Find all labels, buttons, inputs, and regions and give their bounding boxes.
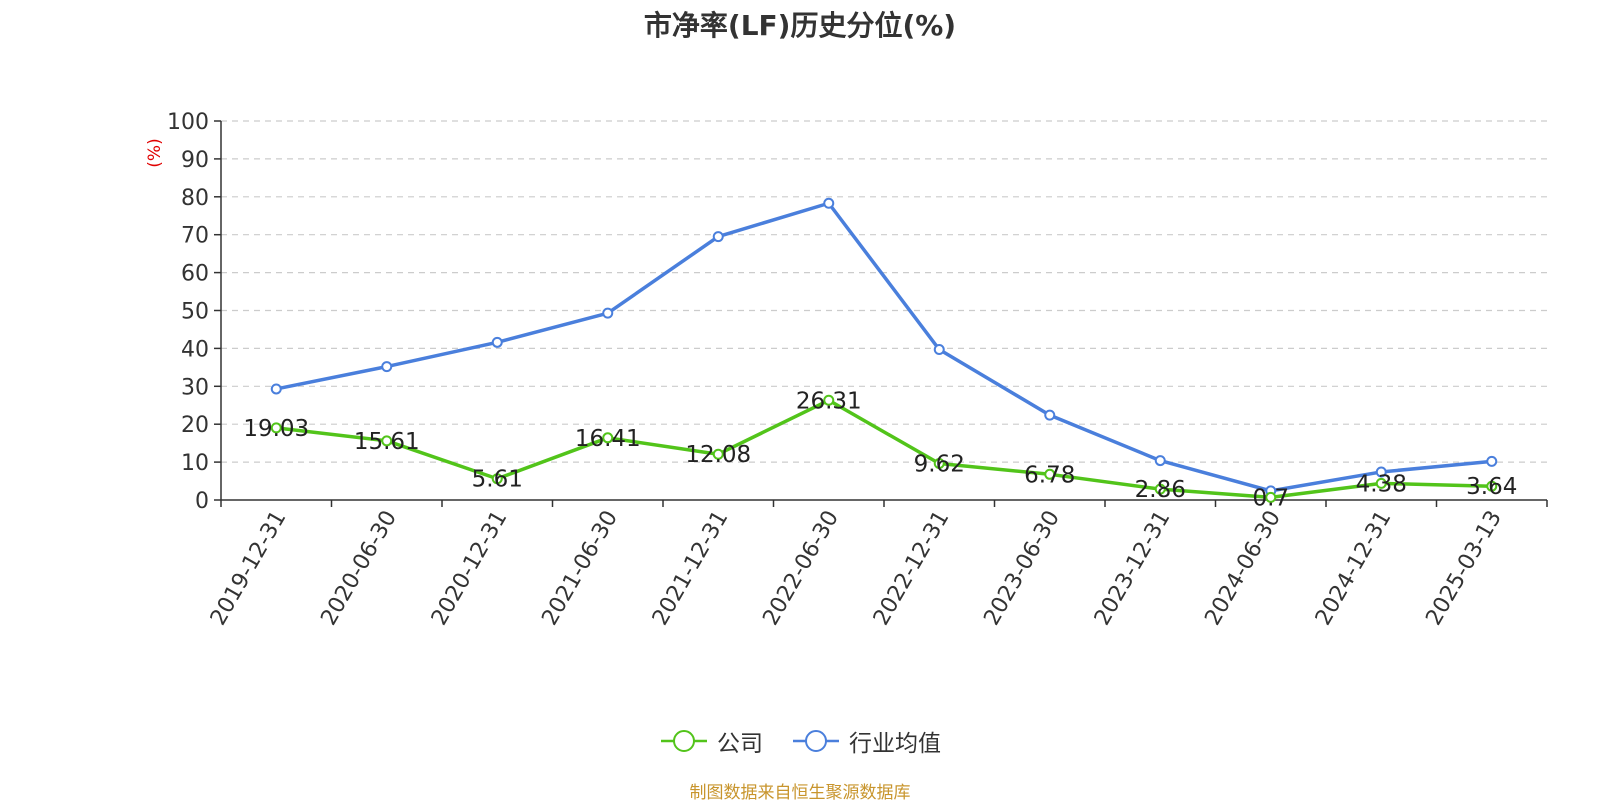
y-tick-label: 20 (181, 413, 209, 438)
data-label: 9.62 (914, 452, 965, 478)
data-point (1486, 455, 1498, 467)
data-point (823, 197, 835, 209)
x-tick-label: 2024-06-30 (1200, 507, 1286, 630)
y-tick-label: 30 (181, 375, 209, 400)
data-point (602, 432, 614, 444)
data-point (381, 435, 393, 447)
data-label: 15.61 (354, 429, 420, 455)
x-tick-label: 2024-12-31 (1311, 507, 1397, 630)
y-tick-label: 40 (181, 337, 209, 362)
x-tick-label: 2023-12-31 (1090, 507, 1176, 630)
data-point (933, 344, 945, 356)
data-point (1154, 483, 1166, 495)
y-tick-label: 10 (181, 451, 209, 476)
series (270, 197, 1498, 503)
data-point (1486, 480, 1498, 492)
data-point (270, 422, 282, 434)
legend-label: 行业均值 (849, 731, 941, 757)
x-tick-label: 2022-06-30 (758, 507, 844, 630)
series-line (275, 201, 1492, 493)
y-tick-label: 70 (181, 224, 209, 249)
x-tick-label: 2023-06-30 (979, 507, 1065, 630)
gridlines (221, 120, 1547, 463)
x-tick-label: 2020-12-31 (427, 507, 513, 630)
legend-circle (673, 730, 695, 752)
data-point (381, 361, 393, 373)
data-point (491, 336, 503, 348)
legend: 公司 行业均值 (0, 724, 1600, 758)
x-tick-label: 2025-03-13 (1421, 507, 1507, 630)
data-label: 3.64 (1466, 474, 1517, 500)
legend-item[interactable]: 公司 (659, 724, 763, 758)
legend-item[interactable]: 行业均值 (791, 724, 941, 758)
legend-marker-icon (661, 730, 707, 752)
data-label: 26.31 (796, 388, 862, 414)
data-label: 4.38 (1356, 471, 1407, 497)
data-point (1044, 468, 1056, 480)
data-point (712, 448, 724, 460)
y-tick-label: 100 (167, 110, 209, 135)
x-tick-label: 2021-06-30 (537, 507, 623, 630)
x-tick-label: 2020-06-30 (316, 507, 402, 630)
data-point (270, 383, 282, 395)
data-label: 2.86 (1135, 477, 1186, 503)
data-point (1375, 477, 1387, 489)
series-line (276, 398, 1492, 500)
y-tick-label: 0 (195, 489, 209, 514)
legend-label: 公司 (717, 731, 763, 757)
y-tick-label: 60 (181, 262, 209, 287)
data-point (1375, 466, 1387, 478)
legend-marker-icon (793, 730, 839, 752)
x-tick-label: 2021-12-31 (648, 507, 734, 630)
y-tick-label: 90 (181, 148, 209, 173)
legend-circle (805, 730, 827, 752)
data-label: 12.08 (685, 442, 751, 468)
y-tick-label: 50 (181, 300, 209, 325)
data-label: 19.03 (243, 416, 309, 442)
chart-title: 市净率(LF)历史分位(%) (643, 9, 957, 42)
data-point (712, 231, 724, 243)
x-tick-label: 2019-12-31 (206, 507, 292, 630)
data-label: 0.7 (1252, 485, 1289, 511)
x-tick-label: 2022-12-31 (869, 507, 955, 630)
data-point (491, 473, 503, 485)
y-axis-label: (%) (145, 138, 165, 167)
data-point (1265, 491, 1277, 503)
source-note: 制图数据来自恒生聚源数据库 (689, 783, 911, 803)
data-point (933, 458, 945, 470)
data-point (602, 307, 614, 319)
data-label: 6.78 (1024, 462, 1075, 488)
data-point (1154, 455, 1166, 467)
data-label: 16.41 (575, 426, 641, 452)
data-point (823, 394, 835, 406)
data-label: 5.61 (472, 467, 523, 493)
data-labels: 19.03 15.61 5.61 16.41 12.08 26.31 9.62 6.78 2.8… (243, 388, 1517, 511)
y-tick-label: 80 (181, 186, 209, 211)
data-point (1044, 409, 1056, 421)
